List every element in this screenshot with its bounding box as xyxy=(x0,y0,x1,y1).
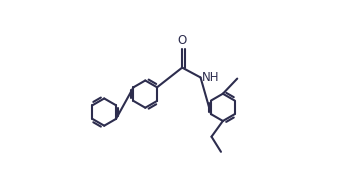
Text: NH: NH xyxy=(202,71,219,84)
Text: O: O xyxy=(178,34,187,47)
